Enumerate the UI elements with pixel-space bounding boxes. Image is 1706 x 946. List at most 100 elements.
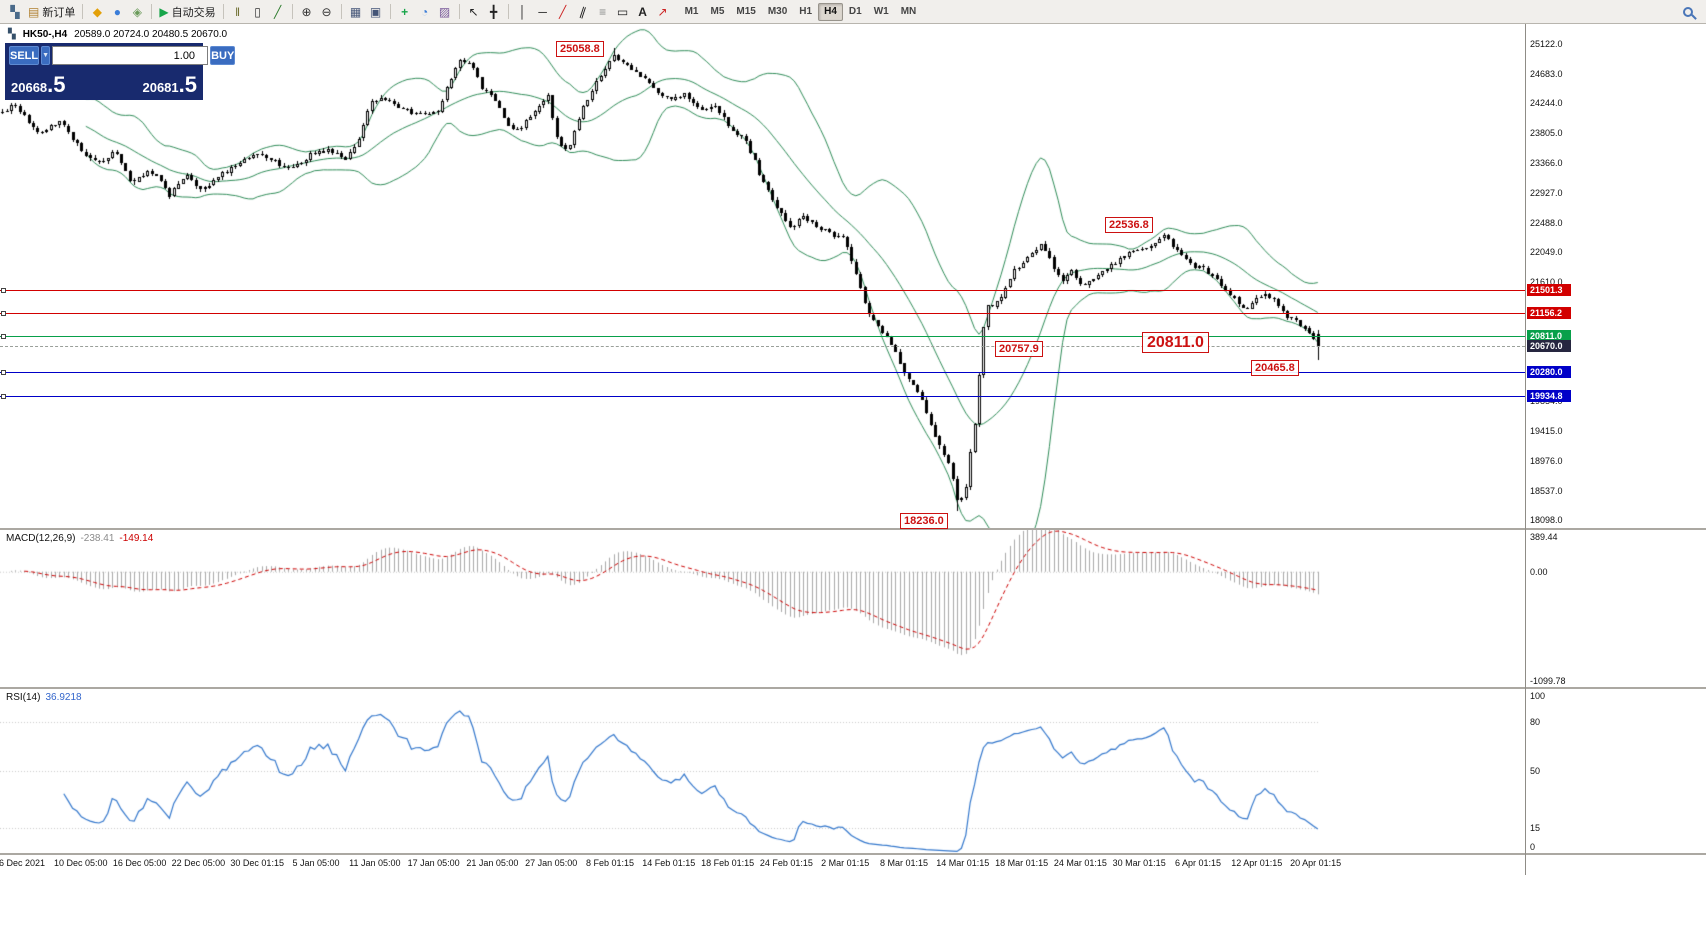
toolbar: ▚ ▤ 新订单 ◆ ● ◈ ▶ 自动交易 ‖ ▯ ╱ ⊕ ⊖ ▦ ▣ + ◔ ▨ ↖ ╋ │ ─ ╱ ∥ ≡ ▭ A ↗ M1 M5 M15… <box>0 0 1706 24</box>
volume-input[interactable] <box>52 46 209 65</box>
price-axis-label: 22927.0 <box>1530 187 1563 198</box>
timeframe-h4-button[interactable]: H4 <box>818 2 843 21</box>
text-button[interactable]: A <box>633 2 653 22</box>
timeframe-m30-button[interactable]: M30 <box>767 6 788 17</box>
market-watch-icon: ● <box>113 4 121 19</box>
metaeditor-icon: ◆ <box>92 4 102 19</box>
macd-value: -238.41 <box>80 533 115 544</box>
autotrade-button-label: 自动交易 <box>171 6 216 19</box>
templates-icon: ▨ <box>438 4 451 19</box>
rsi-axis-label: 15 <box>1530 823 1541 834</box>
chart-window-button[interactable]: ▚ <box>5 2 25 22</box>
indicators-icon: + <box>401 4 409 19</box>
macd-name: MACD(12,26,9) <box>6 533 76 544</box>
fibonacci-icon: ≡ <box>599 4 607 19</box>
horizontal-line-icon: ─ <box>538 4 547 19</box>
new-order-icon: ▤ <box>28 4 40 19</box>
buy-button[interactable]: BUY <box>210 46 236 65</box>
bar-chart-icon: ‖ <box>235 4 241 19</box>
buy-price: 20681.5 <box>142 72 197 97</box>
cursor-button[interactable]: ↖ <box>464 2 484 22</box>
macd-signal-value: -149.14 <box>119 533 154 544</box>
search-button[interactable] <box>1683 6 1693 17</box>
price-axis-label: 24244.0 <box>1530 98 1563 109</box>
volume-dropdown[interactable]: ▼ <box>41 46 51 65</box>
toolbar-separator <box>389 4 391 19</box>
templates-button[interactable]: ▨ <box>435 2 455 22</box>
arrows-button[interactable]: ↗ <box>653 2 673 22</box>
cascade-windows-button[interactable]: ▣ <box>366 2 386 22</box>
time-axis-label: 6 Dec 2021 <box>0 858 46 868</box>
fibonacci-button[interactable]: ≡ <box>593 2 613 22</box>
tile-windows-button[interactable]: ▦ <box>346 2 366 22</box>
rsi-axis-label: 50 <box>1530 766 1541 776</box>
timeframe-m1-button[interactable]: M1 <box>684 6 699 17</box>
price-axis-label: 23805.0 <box>1530 128 1563 139</box>
text-icon: A <box>638 4 647 19</box>
time-axis-label: 18 Mar 01:15 <box>995 858 1049 868</box>
pane-splitter[interactable] <box>0 687 1706 689</box>
timeframe-d1-button[interactable]: D1 <box>848 6 862 17</box>
horizontal-line-button[interactable]: ─ <box>533 2 553 22</box>
channel-button[interactable]: ∥ <box>573 2 593 22</box>
price-axis-label: 18098.0 <box>1530 515 1563 526</box>
price-axis-divider[interactable] <box>1525 24 1526 875</box>
trendline-button[interactable]: ╱ <box>553 2 573 22</box>
hline-price-badge: 21156.2 <box>1527 307 1571 319</box>
buy-price-main: 20681 <box>142 80 179 95</box>
indicators-button[interactable]: + <box>395 2 415 22</box>
zoom-in-icon: ⊕ <box>301 4 312 19</box>
timeframe-m15-button[interactable]: M15 <box>736 6 756 17</box>
shapes-button[interactable]: ▭ <box>613 2 633 22</box>
autotrade-button[interactable]: ▶ 自动交易 <box>156 2 218 22</box>
time-axis-label: 11 Jan 05:00 <box>349 858 401 868</box>
zoom-out-icon: ⊖ <box>321 4 332 19</box>
main-chart-canvas[interactable] <box>0 24 1525 528</box>
price-axis-label: 20732.0 <box>1530 336 1563 347</box>
profile-icon: ◈ <box>132 4 142 19</box>
autotrade-icon: ▶ <box>159 4 169 19</box>
line-chart-icon: ╱ <box>273 4 282 19</box>
pane-splitter[interactable] <box>0 853 1706 855</box>
rsi-axis-label: 0 <box>1530 842 1536 852</box>
chart-window-icon: ▚ <box>10 4 20 19</box>
crosshair-button[interactable]: ╋ <box>484 2 504 22</box>
cascade-windows-icon: ▣ <box>369 4 382 19</box>
toolbar-separator <box>507 4 509 19</box>
pane-splitter[interactable] <box>0 528 1706 530</box>
sell-price-main: 20668 <box>11 80 48 95</box>
time-axis-label: 17 Jan 05:00 <box>407 858 460 868</box>
sell-button[interactable]: SELL <box>9 46 40 65</box>
macd-axis-label: 0.00 <box>1530 566 1548 577</box>
price-axis-label: 21171.0 <box>1530 306 1562 317</box>
buy-price-big: .5 <box>178 72 197 97</box>
sell-price-big: .5 <box>47 72 66 97</box>
profile-button[interactable]: ◈ <box>127 2 147 22</box>
time-axis-label: 16 Dec 05:00 <box>112 858 167 868</box>
macd-indicator-label: MACD(12,26,9) -238.41 -149.14 <box>6 533 153 544</box>
metaeditor-button[interactable]: ◆ <box>87 2 107 22</box>
timeframe-mn-button[interactable]: MN <box>900 6 917 17</box>
price-axis-label: 21610.0 <box>1530 277 1563 288</box>
zoom-out-button[interactable]: ⊖ <box>317 2 337 22</box>
time-axis-label: 24 Mar 01:15 <box>1053 858 1107 868</box>
rsi-canvas[interactable] <box>0 689 1525 853</box>
timeframe-w1-button[interactable]: W1 <box>873 6 889 17</box>
macd-axis-label: 389.44 <box>1530 532 1558 542</box>
market-watch-button[interactable]: ● <box>107 2 127 22</box>
periods-button[interactable]: ◔ <box>415 2 435 22</box>
time-axis-label: 24 Feb 01:15 <box>759 858 813 868</box>
candlestick-chart-button[interactable]: ▯ <box>248 2 268 22</box>
line-chart-button[interactable]: ╱ <box>268 2 288 22</box>
rsi-axis-label: 100 <box>1530 691 1546 701</box>
hline-price-badge: 20280.0 <box>1527 366 1571 378</box>
timeframe-m5-button[interactable]: M5 <box>710 6 725 17</box>
timeframe-h1-button[interactable]: H1 <box>799 6 813 17</box>
bar-chart-button[interactable]: ‖ <box>228 2 248 22</box>
new-order-button[interactable]: ▤ 新订单 <box>25 2 78 22</box>
vertical-line-button[interactable]: │ <box>513 2 533 22</box>
time-axis-label: 18 Feb 01:15 <box>701 858 755 868</box>
macd-canvas[interactable] <box>0 530 1525 687</box>
zoom-in-button[interactable]: ⊕ <box>297 2 317 22</box>
time-axis-label: 14 Mar 01:15 <box>936 858 990 868</box>
